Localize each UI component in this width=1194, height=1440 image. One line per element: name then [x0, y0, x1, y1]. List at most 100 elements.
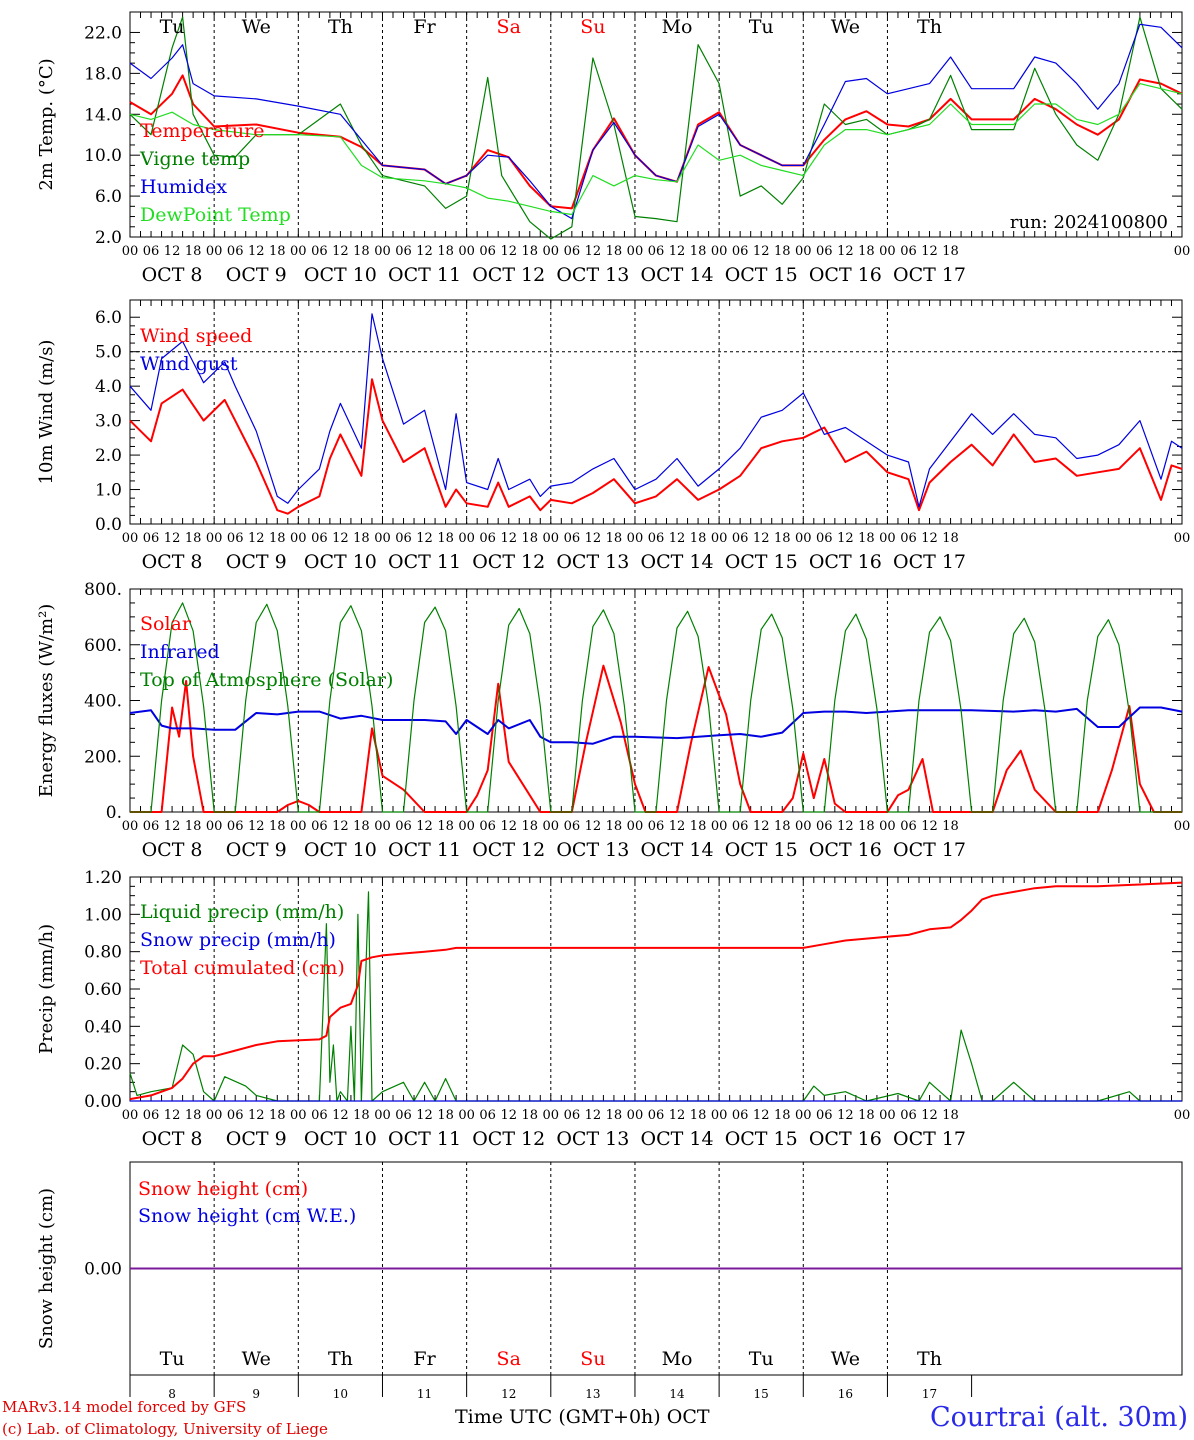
energy-hour-label: 18: [437, 819, 454, 834]
temp-hour-label: 00: [711, 244, 728, 259]
energy-ytick-label: 800.: [84, 580, 122, 600]
precip-hour-label: 18: [606, 1108, 623, 1123]
energy-hour-label: 12: [164, 819, 181, 834]
temp-ytick-label: 14.0: [84, 105, 122, 125]
wind-ytick-label: 6.0: [95, 308, 122, 328]
energy-hour-label: 18: [185, 819, 202, 834]
energy-hour-label: 12: [416, 819, 433, 834]
temp-date-label: OCT 13: [556, 264, 629, 286]
day-name-bottom: Sa: [497, 1348, 521, 1370]
day-number-label: 15: [754, 1387, 769, 1401]
day-name-bottom: Mo: [662, 1348, 693, 1370]
day-number-label: 11: [417, 1387, 432, 1401]
model-credit: MARv3.14 model forced by GFS: [2, 1398, 247, 1416]
precip-hour-label: 06: [648, 1108, 665, 1123]
wind-hour-label: 00: [711, 531, 728, 546]
energy-hour-label: 06: [732, 819, 749, 834]
wind-date-label: OCT 15: [725, 551, 798, 573]
wind-series-line-1: [129, 313, 1183, 508]
temp-ytick-label: 6.0: [95, 187, 122, 207]
temp-legend-0: Temperature: [140, 120, 264, 142]
precip-hour-label: 12: [416, 1108, 433, 1123]
wind-hour-label: 06: [311, 531, 328, 546]
temp-date-label: OCT 10: [304, 264, 377, 286]
energy-date-label: OCT 10: [304, 839, 377, 861]
precip-ytick-label: 0.60: [84, 980, 122, 1000]
energy-hour-label: 06: [564, 819, 581, 834]
temp-hour-label: 18: [774, 244, 791, 259]
day-name-top: Th: [917, 16, 942, 38]
precip-hour-label: 06: [395, 1108, 412, 1123]
energy-hour-label: 06: [816, 819, 833, 834]
precip-hour-label: 12: [164, 1108, 181, 1123]
wind-ytick-label: 3.0: [95, 412, 122, 432]
snow-legend-1: Snow height (cm W.E.): [138, 1205, 356, 1227]
wind-hour-label: 18: [774, 531, 791, 546]
wind-date-label: OCT 16: [809, 551, 882, 573]
wind-date-label: OCT 8: [142, 551, 203, 573]
temp-date-label: OCT 14: [641, 264, 714, 286]
day-number-label: 17: [922, 1387, 937, 1401]
temp-hour-label: 12: [416, 244, 433, 259]
wind-hour-label: 12: [837, 531, 854, 546]
precip-legend-1: Snow precip (mm/h): [140, 929, 336, 951]
wind-hour-label: 12: [164, 531, 181, 546]
wind-hour-label: 06: [732, 531, 749, 546]
wind-hour-label: 06: [564, 531, 581, 546]
energy-hour-label: 06: [479, 819, 496, 834]
energy-hour-label: 00: [374, 819, 391, 834]
wind-date-label: OCT 9: [226, 551, 287, 573]
wind-hour-label: 06: [227, 531, 244, 546]
temp-hour-label: 12: [921, 244, 938, 259]
temp-hour-label: 06: [816, 244, 833, 259]
temp-series-line-0: [129, 74, 1183, 210]
temp-ytick-label: 10.0: [84, 146, 122, 166]
temp-hour-label: 06: [395, 244, 412, 259]
temp-legend-3: DewPoint Temp: [140, 204, 291, 226]
precip-legend-2: Total cumulated (cm): [140, 957, 345, 979]
wind-hour-label: 00: [1174, 531, 1191, 546]
wind-hour-label: 06: [143, 531, 160, 546]
day-name-top: Sa: [497, 16, 521, 38]
time-axis-month: OCT: [666, 1406, 710, 1428]
day-name-bottom: Th: [328, 1348, 353, 1370]
energy-hour-label: 00: [1174, 819, 1191, 834]
lab-credit: (c) Lab. of Climatology, University of L…: [2, 1420, 328, 1438]
energy-hour-label: 12: [837, 819, 854, 834]
energy-date-label: OCT 16: [809, 839, 882, 861]
time-axis-label: Time UTC (GMT+0h) OCT: [455, 1406, 710, 1428]
energy-hour-label: 18: [353, 819, 370, 834]
energy-hour-label: 06: [227, 819, 244, 834]
temp-hour-label: 06: [311, 244, 328, 259]
precip-date-label: OCT 13: [556, 1128, 629, 1150]
temp-ylabel: 2m Temp. (°C): [36, 58, 57, 190]
precip-date-label: OCT 11: [388, 1128, 461, 1150]
precip-hour-label: 00: [290, 1108, 307, 1123]
precip-hour-label: 00: [374, 1108, 391, 1123]
precip-hour-label: 06: [816, 1108, 833, 1123]
precip-ytick-label: 0.80: [84, 943, 122, 963]
precip-date-label: OCT 17: [893, 1128, 966, 1150]
energy-legend-0: Solar: [140, 613, 192, 635]
wind-hour-label: 00: [543, 531, 560, 546]
precip-hour-label: 18: [437, 1108, 454, 1123]
energy-hour-label: 12: [585, 819, 602, 834]
temp-date-label: OCT 17: [893, 264, 966, 286]
temp-legend-1: Vigne temp: [139, 148, 250, 170]
wind-hour-label: 06: [900, 531, 917, 546]
temp-hour-label: 06: [564, 244, 581, 259]
energy-date-label: OCT 11: [388, 839, 461, 861]
wind-hour-label: 12: [669, 531, 686, 546]
temp-run-annotation: run: 2024100800: [1010, 212, 1168, 233]
wind-ylabel: 10m Wind (m/s): [36, 340, 57, 485]
temp-hour-label: 00: [1174, 244, 1191, 259]
wind-hour-label: 00: [458, 531, 475, 546]
temp-hour-label: 18: [690, 244, 707, 259]
energy-date-label: OCT 15: [725, 839, 798, 861]
precip-hour-label: 18: [858, 1108, 875, 1123]
day-name-bottom: Tu: [749, 1348, 774, 1370]
precip-hour-label: 18: [690, 1108, 707, 1123]
temp-hour-label: 00: [374, 244, 391, 259]
wind-hour-label: 18: [942, 531, 959, 546]
precip-hour-label: 18: [185, 1108, 202, 1123]
